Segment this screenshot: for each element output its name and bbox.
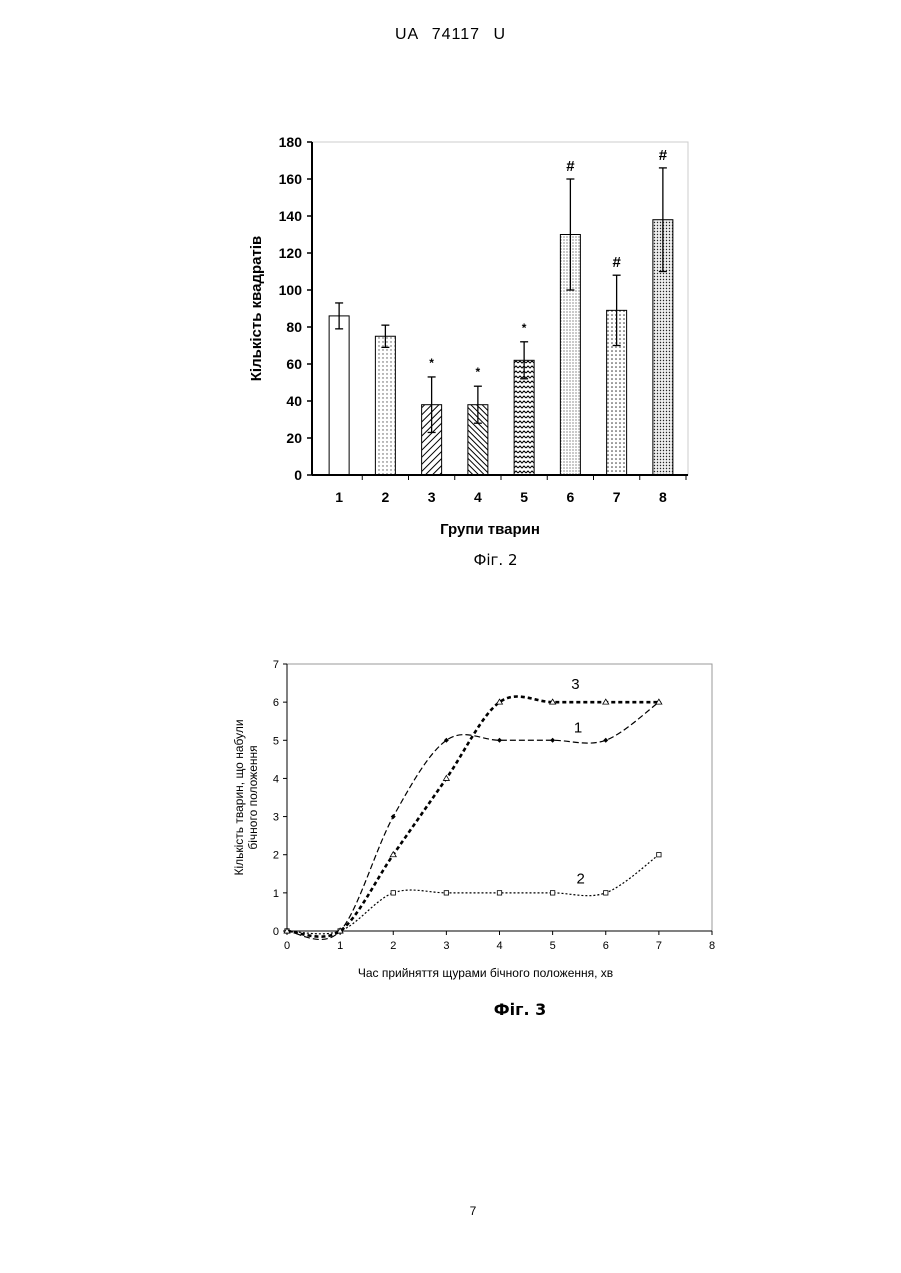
y-tick-label: 6 xyxy=(273,697,279,709)
series-label: 3 xyxy=(571,676,579,693)
y-tick-label: 60 xyxy=(286,356,302,372)
series-label: 1 xyxy=(574,720,582,737)
data-point xyxy=(550,891,554,895)
figure-2-caption: Фіг. 2 xyxy=(0,551,901,569)
x-tick-label: 0 xyxy=(284,940,290,952)
significance-marker: * xyxy=(429,356,434,370)
y-tick-label: 20 xyxy=(286,430,302,446)
x-tick-label: 8 xyxy=(709,940,715,952)
data-point xyxy=(391,891,395,895)
y-axis-label: Кількість тварин, що набулибічного полож… xyxy=(232,719,260,875)
y-tick-label: 1 xyxy=(273,888,279,900)
plot-area-border xyxy=(312,142,688,475)
y-tick-label: 5 xyxy=(273,735,279,747)
x-tick-label: 6 xyxy=(566,489,574,505)
data-point xyxy=(550,738,555,743)
data-point xyxy=(443,775,449,780)
y-tick-label: 0 xyxy=(273,926,279,938)
significance-marker: * xyxy=(522,321,527,335)
significance-marker: # xyxy=(612,254,621,271)
data-point xyxy=(603,738,608,743)
y-tick-label: 80 xyxy=(286,319,302,335)
x-tick-label: 3 xyxy=(443,940,449,952)
bar xyxy=(375,336,395,475)
y-tick-label: 2 xyxy=(273,850,279,862)
data-point xyxy=(390,852,396,857)
significance-marker: # xyxy=(566,158,575,175)
x-tick-label: 5 xyxy=(520,489,528,505)
bar xyxy=(329,316,349,475)
y-tick-label: 180 xyxy=(279,134,303,150)
y-tick-label: 4 xyxy=(273,773,279,785)
x-tick-label: 7 xyxy=(613,489,621,505)
figure-2-bar-chart: ***### 02040608010012014016018012345678 … xyxy=(230,125,690,545)
y-tick-label: 160 xyxy=(279,171,303,187)
x-tick-label: 1 xyxy=(337,940,343,952)
y-axis-label: Кількість квадратів xyxy=(248,236,265,381)
data-point xyxy=(604,891,608,895)
data-point xyxy=(391,814,396,819)
x-tick-label: 5 xyxy=(550,940,556,952)
x-tick-label: 6 xyxy=(603,940,609,952)
series-label: 2 xyxy=(577,870,585,887)
figure-3-line-chart: 0 1 2 3 4 5 6 7 0 1 2 3 4 5 6 7 8 1 2 3 Кількість тварин, … xyxy=(225,650,725,995)
x-tick-label: 1 xyxy=(335,489,343,505)
figure-3-caption: Фіг. 3 xyxy=(0,1000,901,1019)
y-tick-label: 100 xyxy=(279,282,303,298)
x-tick-label: 4 xyxy=(474,489,482,505)
page-number: 7 xyxy=(0,1204,901,1218)
y-tick-label: 140 xyxy=(279,208,303,224)
x-axis-label: Групи тварин xyxy=(440,521,540,538)
patent-header: UA 74117 U xyxy=(0,26,901,44)
data-point xyxy=(444,891,448,895)
significance-marker: * xyxy=(476,365,481,379)
series-line-2 xyxy=(287,855,659,934)
significance-marker: # xyxy=(659,147,668,164)
x-tick-label: 2 xyxy=(381,489,389,505)
x-tick-label: 7 xyxy=(656,940,662,952)
x-tick-label: 8 xyxy=(659,489,667,505)
x-tick-label: 2 xyxy=(390,940,396,952)
y-tick-label: 7 xyxy=(273,659,279,671)
data-point xyxy=(497,738,502,743)
data-point xyxy=(497,891,501,895)
x-axis-label: Час прийняття щурами бічного положення, … xyxy=(358,966,613,980)
y-tick-label: 40 xyxy=(286,393,302,409)
data-point xyxy=(657,853,661,857)
y-tick-label: 0 xyxy=(294,467,302,483)
x-tick-label: 3 xyxy=(428,489,436,505)
series-line-3 xyxy=(287,696,659,936)
y-tick-label: 3 xyxy=(273,812,279,824)
y-tick-label: 120 xyxy=(279,245,303,261)
x-tick-label: 4 xyxy=(496,940,502,952)
